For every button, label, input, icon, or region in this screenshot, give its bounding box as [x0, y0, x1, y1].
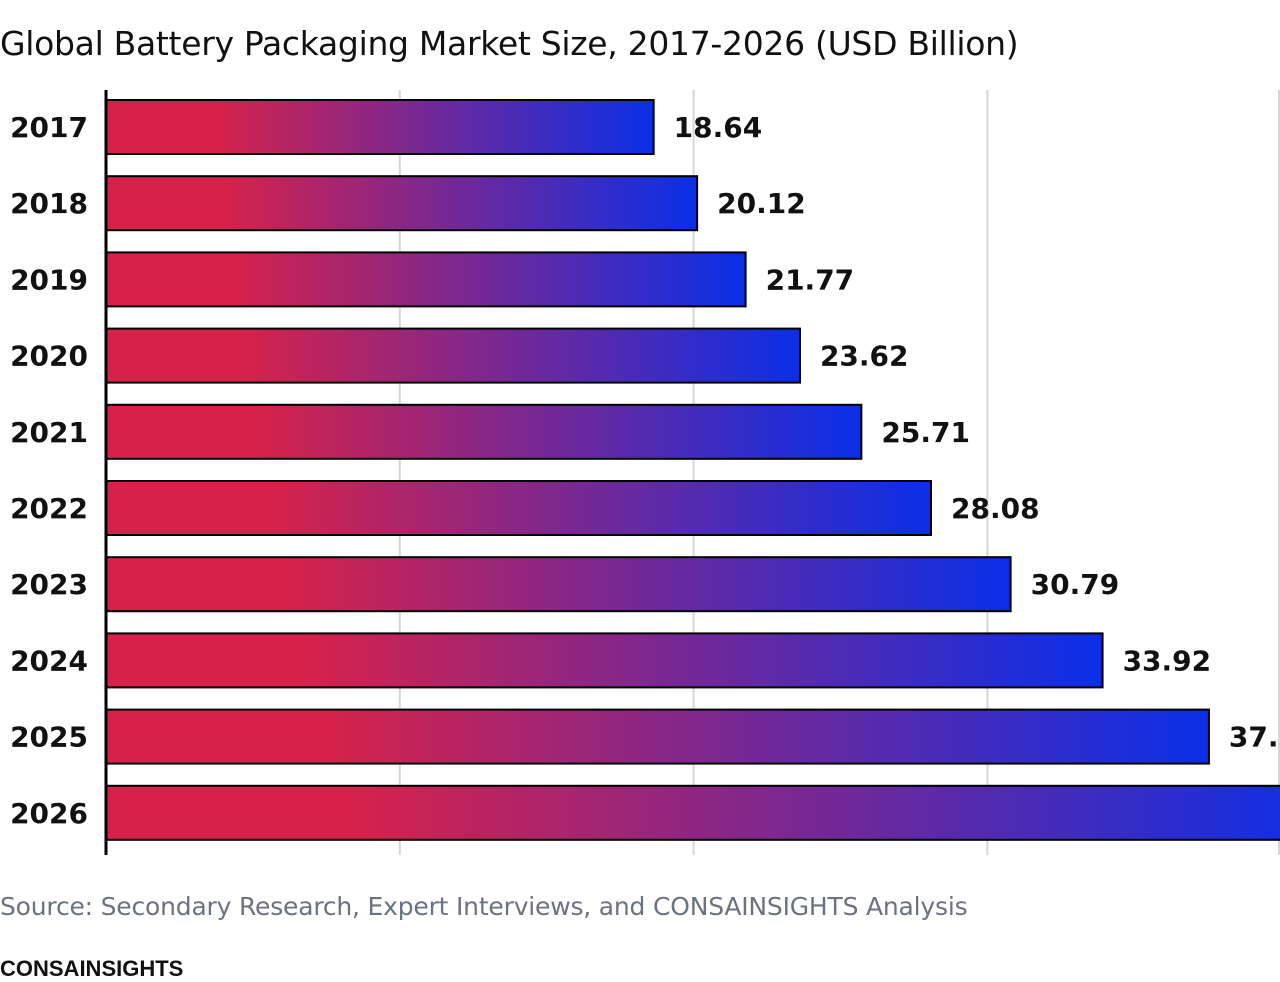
labels: 2017 18.64 2018 20.12 2019 21.77 2020 23.62 2021…	[10, 90, 1280, 855]
value-label: 25.71	[881, 416, 970, 449]
value-label: 28.08	[951, 492, 1040, 525]
value-label: 20.12	[717, 187, 806, 220]
source-note: Source: Secondary Research, Expert Inter…	[0, 892, 968, 921]
value-label: 23.62	[820, 340, 909, 373]
bar-2022	[105, 480, 932, 536]
value-label: 33.92	[1123, 644, 1212, 677]
category-label: 2017	[10, 111, 88, 144]
category-label: 2020	[10, 340, 88, 373]
brand-logo-text: CONSAINSIGHTS	[0, 956, 184, 981]
bar-2024	[105, 632, 1104, 689]
category-label: 2021	[10, 416, 88, 449]
category-label: 2023	[10, 568, 88, 601]
bar-2021	[105, 403, 863, 460]
category-label: 2026	[10, 797, 88, 830]
category-label: 2024	[10, 644, 88, 677]
category-label: 2022	[10, 492, 88, 525]
chart-title: Global Battery Packaging Market Size, 20…	[0, 24, 1019, 63]
bar-chart: 2017 18.64 2018 20.12 2019 21.77 2020 23.62 2021…	[10, 90, 1280, 855]
value-label: 21.77	[766, 263, 855, 296]
bar-2020	[105, 327, 801, 384]
bar-2026	[105, 784, 1280, 841]
bar-2019	[105, 251, 747, 308]
category-label: 2019	[10, 263, 88, 296]
bar-2025	[105, 708, 1210, 765]
category-label: 2025	[10, 721, 88, 754]
category-label: 2018	[10, 187, 88, 220]
value-label: 18.64	[674, 111, 763, 144]
bar-2017	[105, 99, 655, 155]
bar-2023	[105, 556, 1012, 613]
value-label: 37.54	[1229, 721, 1280, 754]
bar-2018	[105, 175, 699, 232]
value-label: 30.79	[1031, 568, 1120, 601]
bars	[105, 99, 1280, 841]
